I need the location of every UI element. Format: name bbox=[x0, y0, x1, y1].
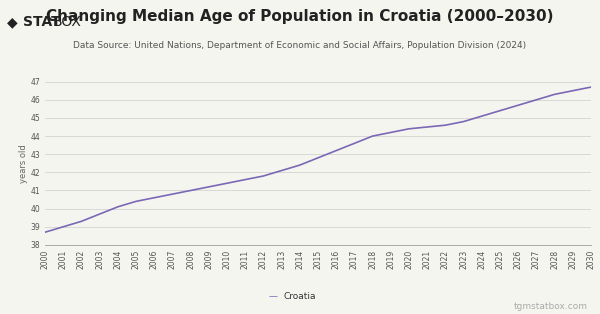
Text: STAT: STAT bbox=[23, 15, 61, 29]
Text: tgmstatbox.com: tgmstatbox.com bbox=[514, 302, 588, 311]
Text: Data Source: United Nations, Department of Economic and Social Affairs, Populati: Data Source: United Nations, Department … bbox=[73, 41, 527, 50]
Text: Croatia: Croatia bbox=[284, 292, 316, 301]
Text: ◆: ◆ bbox=[7, 15, 18, 29]
Y-axis label: years old: years old bbox=[19, 144, 28, 183]
Text: Changing Median Age of Population in Croatia (2000–2030): Changing Median Age of Population in Cro… bbox=[46, 9, 554, 24]
Text: —: — bbox=[269, 292, 277, 301]
Text: BOX: BOX bbox=[52, 15, 81, 29]
